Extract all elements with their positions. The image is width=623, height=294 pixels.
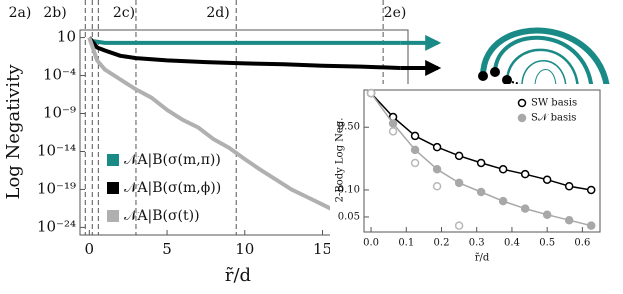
data-point xyxy=(454,151,464,161)
data-point xyxy=(432,165,442,174)
annotation: 2b) xyxy=(43,5,66,21)
annotation: 2e) xyxy=(384,5,407,21)
y-tick-label: 10⁻⁹ xyxy=(43,104,76,122)
x-tick-label: 0 xyxy=(85,240,95,258)
data-point xyxy=(454,221,464,230)
x-tick-label: 0.6 xyxy=(574,238,590,249)
data-point xyxy=(432,181,442,191)
legend-swatch xyxy=(107,154,119,166)
data-point xyxy=(542,175,552,184)
legend-swatch xyxy=(107,210,119,222)
x-tick-label: 5 xyxy=(162,240,172,258)
legend-label: SW basis xyxy=(531,98,577,109)
y-tick-label: 10⁻¹⁹ xyxy=(37,179,76,197)
x-tick-label: 0.2 xyxy=(434,238,450,249)
annotation: 2a) xyxy=(9,5,32,21)
legend-marker xyxy=(517,113,527,123)
data-point xyxy=(542,210,552,219)
data-point xyxy=(476,187,486,197)
y-axis-label: Log Negativity xyxy=(3,64,24,200)
series-line xyxy=(87,36,345,221)
annotation: 2d) xyxy=(206,5,229,21)
data-point xyxy=(520,204,530,213)
y-tick-label: 10⁻²⁴ xyxy=(37,217,76,235)
annotation: 2c) xyxy=(113,5,135,21)
inset-background xyxy=(330,84,620,270)
data-point xyxy=(410,131,420,141)
legend-swatch xyxy=(107,182,119,194)
x-tick-label: 15 xyxy=(313,240,332,258)
x-tick-label: 10 xyxy=(235,240,254,258)
data-point xyxy=(564,215,574,225)
x-axis-label: r̃/d xyxy=(225,265,251,286)
legend-marker xyxy=(517,98,527,108)
y-tick-label: 0.10 xyxy=(338,184,360,195)
legend-label: 𝒩A|B(σ(t)) xyxy=(124,208,200,224)
data-point xyxy=(388,119,398,128)
data-point xyxy=(586,185,596,195)
x-axis-label: r̃/d xyxy=(475,253,490,264)
plot-frame xyxy=(363,89,601,233)
data-point xyxy=(564,181,574,191)
data-point xyxy=(366,88,376,98)
x-tick-label: 0.5 xyxy=(539,238,555,249)
y-axis-label: 2-Body Log Neg. xyxy=(335,118,346,203)
data-point xyxy=(498,196,508,206)
data-point xyxy=(410,158,420,168)
x-tick-label: 0.4 xyxy=(504,238,520,249)
series-line xyxy=(87,36,401,70)
data-point xyxy=(388,127,398,136)
x-tick-label: 0.3 xyxy=(469,238,485,249)
y-tick-label: 0.05 xyxy=(338,211,360,222)
y-tick-label: 10⁻⁴ xyxy=(43,66,76,84)
data-point xyxy=(454,178,464,188)
series-line xyxy=(89,38,401,45)
legend-label: 𝒩A|B(σ(m,ϕ)) xyxy=(124,180,221,196)
x-tick-label: 0.1 xyxy=(398,238,414,249)
y-tick-label: 10⁻¹⁴ xyxy=(37,141,76,159)
data-point xyxy=(586,221,596,230)
legend-label: S𝒩 basis xyxy=(531,113,576,124)
data-point xyxy=(498,165,508,174)
data-point xyxy=(432,142,442,152)
data-point xyxy=(410,145,420,155)
data-point xyxy=(520,169,530,179)
legend-label: 𝒩A|B(σ(m,π)) xyxy=(124,152,221,168)
y-tick-label: 0.50 xyxy=(338,122,360,133)
data-point xyxy=(476,158,486,168)
y-tick-label: 10 xyxy=(57,28,76,46)
x-tick-label: 0.0 xyxy=(363,238,379,249)
